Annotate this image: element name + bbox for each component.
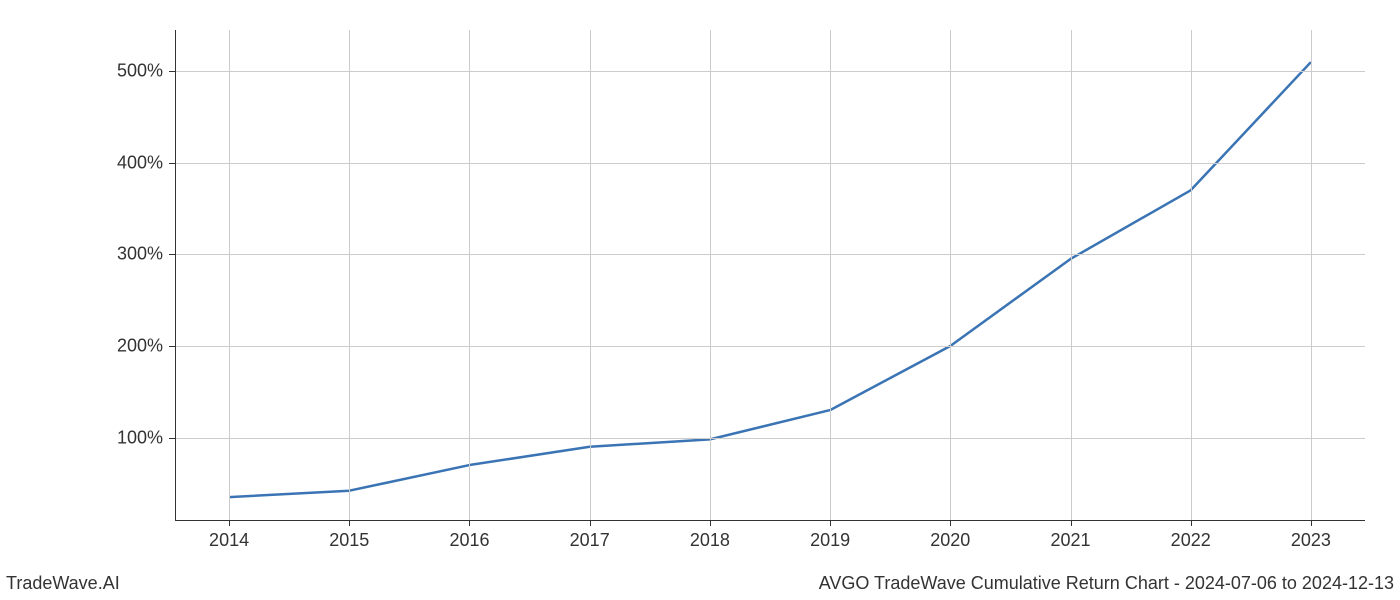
return-line bbox=[229, 62, 1311, 497]
grid-line-horizontal bbox=[175, 438, 1365, 439]
x-tick-label: 2023 bbox=[1291, 530, 1331, 551]
y-tick-label: 100% bbox=[117, 427, 163, 448]
grid-line-vertical bbox=[229, 30, 230, 520]
grid-line-horizontal bbox=[175, 163, 1365, 164]
grid-line-vertical bbox=[590, 30, 591, 520]
grid-line-vertical bbox=[469, 30, 470, 520]
grid-line-vertical bbox=[830, 30, 831, 520]
grid-line-vertical bbox=[710, 30, 711, 520]
grid-line-vertical bbox=[349, 30, 350, 520]
footer-caption: AVGO TradeWave Cumulative Return Chart -… bbox=[819, 573, 1394, 594]
x-tick-label: 2021 bbox=[1050, 530, 1090, 551]
y-tick-label: 500% bbox=[117, 61, 163, 82]
chart-container: TradeWave.AI AVGO TradeWave Cumulative R… bbox=[0, 0, 1400, 600]
grid-line-horizontal bbox=[175, 346, 1365, 347]
y-tick-label: 300% bbox=[117, 244, 163, 265]
grid-line-horizontal bbox=[175, 254, 1365, 255]
x-tick-label: 2017 bbox=[570, 530, 610, 551]
grid-line-vertical bbox=[1311, 30, 1312, 520]
axis-spine-left bbox=[175, 30, 176, 520]
plot-area bbox=[175, 30, 1365, 520]
y-tick-label: 400% bbox=[117, 152, 163, 173]
grid-line-vertical bbox=[1191, 30, 1192, 520]
line-series bbox=[175, 30, 1365, 520]
grid-line-vertical bbox=[1071, 30, 1072, 520]
grid-line-vertical bbox=[950, 30, 951, 520]
x-tick-label: 2020 bbox=[930, 530, 970, 551]
x-tick-label: 2022 bbox=[1171, 530, 1211, 551]
x-tick-label: 2015 bbox=[329, 530, 369, 551]
x-tick-label: 2018 bbox=[690, 530, 730, 551]
x-tick-label: 2014 bbox=[209, 530, 249, 551]
x-tick-label: 2016 bbox=[449, 530, 489, 551]
y-tick-label: 200% bbox=[117, 335, 163, 356]
x-tick-label: 2019 bbox=[810, 530, 850, 551]
axis-spine-bottom bbox=[175, 520, 1365, 521]
footer-brand: TradeWave.AI bbox=[6, 573, 120, 594]
grid-line-horizontal bbox=[175, 71, 1365, 72]
